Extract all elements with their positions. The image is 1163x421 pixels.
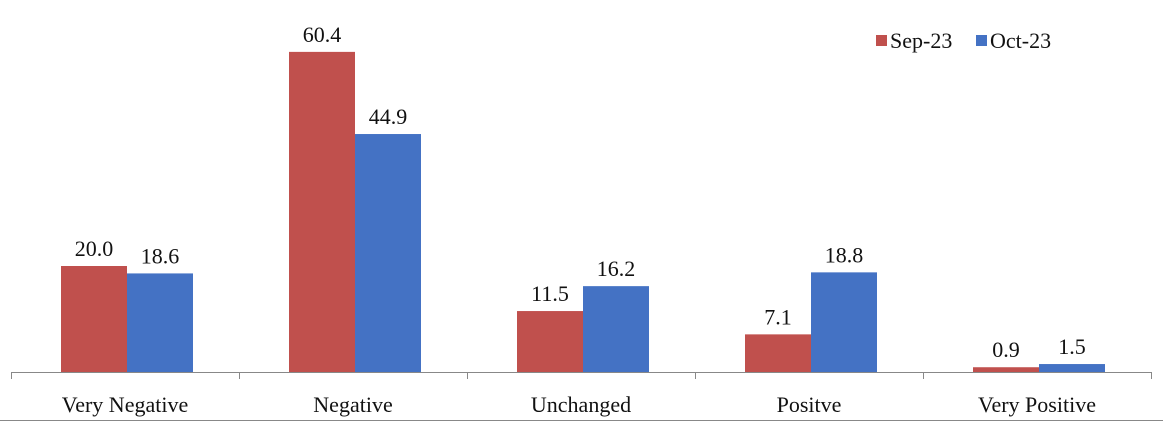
value-label: 7.1 <box>764 304 792 329</box>
bar-sep-23-negative <box>289 51 355 372</box>
legend: Sep-23 Oct-23 <box>876 28 1051 53</box>
value-label: 18.8 <box>825 242 864 267</box>
category-label: Unchanged <box>531 392 631 417</box>
value-label: 20.0 <box>75 236 114 261</box>
bar-sep-23-unchanged <box>517 311 583 372</box>
value-label: 1.5 <box>1058 334 1086 359</box>
bar-oct-23-very-negative <box>127 273 193 372</box>
bars-group <box>61 51 1105 372</box>
bar-sep-23-very-positive <box>973 367 1039 372</box>
category-label: Very Positive <box>978 392 1096 417</box>
legend-label-oct-23: Oct-23 <box>990 28 1051 53</box>
value-labels-group: 20.0 18.6 60.4 44.9 11.5 16.2 7.1 18.8 0.9 1.5 <box>75 22 1086 362</box>
bar-oct-23-very-positive <box>1039 364 1105 372</box>
bar-oct-23-unchanged <box>583 286 649 372</box>
value-label: 18.6 <box>141 243 180 268</box>
value-label: 11.5 <box>531 281 569 306</box>
legend-label-sep-23: Sep-23 <box>890 28 952 53</box>
value-label: 44.9 <box>369 104 408 129</box>
category-label: Positve <box>777 392 842 417</box>
legend-swatch-oct-23 <box>976 35 987 46</box>
bar-oct-23-negative <box>355 134 421 372</box>
category-label: Very Negative <box>62 392 188 417</box>
value-label: 0.9 <box>992 337 1020 362</box>
bar-sep-23-positve <box>745 334 811 372</box>
legend-swatch-sep-23 <box>876 35 887 46</box>
value-label: 60.4 <box>303 22 342 47</box>
category-label: Negative <box>313 392 392 417</box>
value-label: 16.2 <box>597 256 636 281</box>
category-labels-group: Very Negative Negative Unchanged Positve Ver… <box>62 392 1096 417</box>
bar-oct-23-positve <box>811 272 877 372</box>
bar-sep-23-very-negative <box>61 266 127 372</box>
